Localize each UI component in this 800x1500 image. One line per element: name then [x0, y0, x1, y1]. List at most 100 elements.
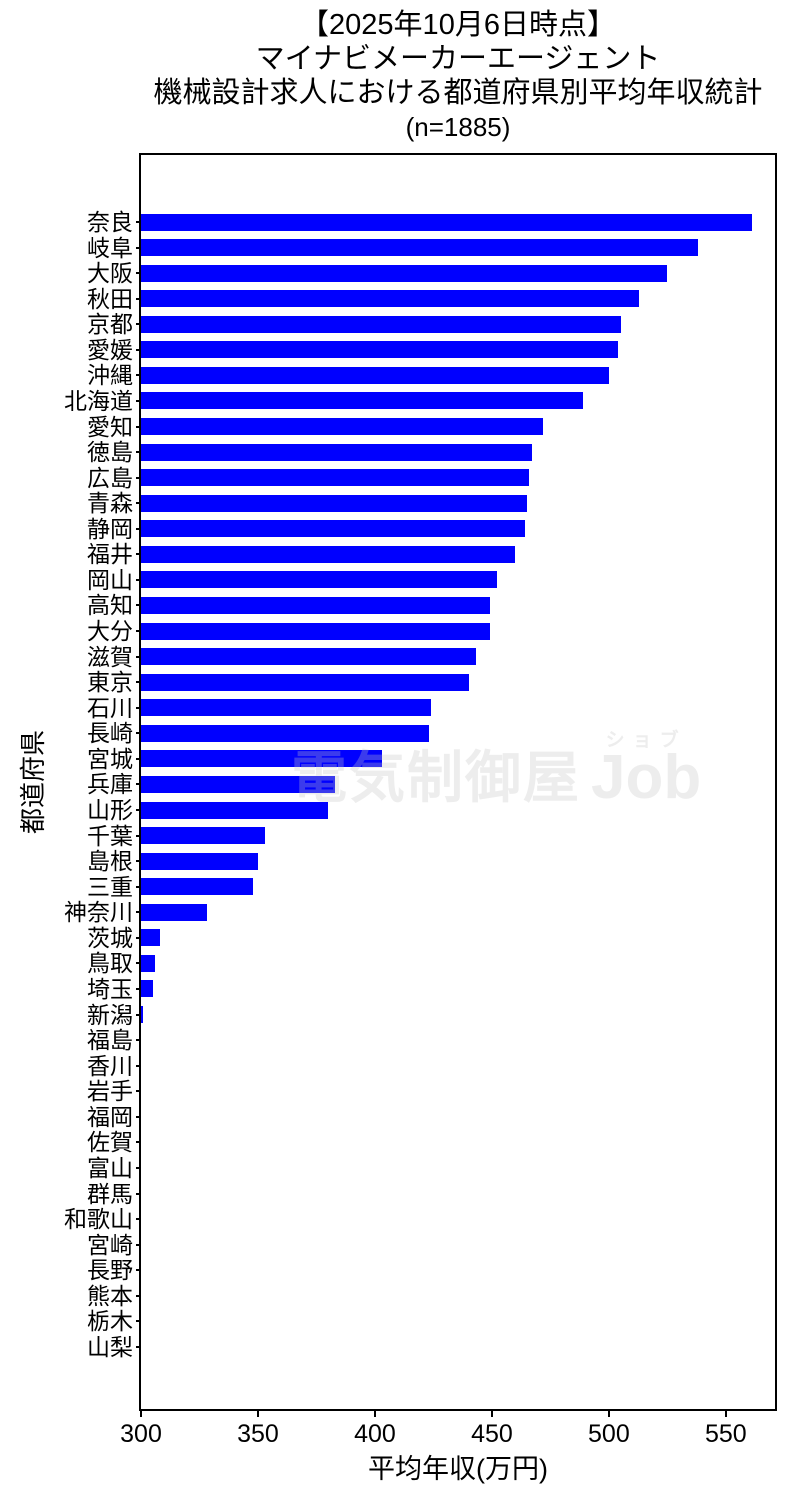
y-tick-label: 新潟 — [87, 1001, 133, 1028]
bar — [141, 724, 429, 742]
y-tick-mark — [136, 348, 141, 351]
bar — [141, 1006, 144, 1024]
title-sample-size: (n=1885) — [405, 112, 511, 142]
y-tick-label: 福岡 — [87, 1103, 133, 1130]
y-tick-mark — [136, 860, 141, 863]
y-tick-label: 宮城 — [87, 745, 133, 772]
y-tick-label: 愛知 — [87, 413, 133, 440]
chart-title: 【2025年10月6日時点】 マイナビメーカーエージェント 機械設計求人における… — [108, 8, 800, 144]
y-tick-mark — [136, 706, 141, 709]
y-tick-label: 熊本 — [87, 1282, 133, 1309]
x-axis-title: 平均年収(万円) — [368, 1454, 548, 1484]
bar — [141, 571, 497, 589]
y-tick-mark — [136, 451, 141, 454]
x-tick-mark — [373, 1411, 376, 1417]
bar — [141, 827, 265, 845]
y-tick-mark — [136, 681, 141, 684]
y-tick-label: 福島 — [87, 1027, 133, 1054]
y-tick-mark — [136, 1269, 141, 1272]
watermark-furigana-text: ショブ — [605, 730, 687, 751]
bar — [141, 341, 619, 359]
bar — [141, 775, 336, 793]
y-tick-label: 青森 — [87, 490, 133, 517]
bar — [141, 852, 258, 870]
x-tick-label: 300 — [120, 1420, 162, 1448]
title-line-3: 機械設計求人における都道府県別平均年収統計 — [153, 77, 763, 109]
x-tick-mark — [724, 1411, 727, 1417]
y-tick-label: 栃木 — [87, 1308, 133, 1335]
y-tick-mark — [136, 374, 141, 377]
y-tick-label: 高知 — [87, 592, 133, 619]
y-tick-mark — [136, 885, 141, 888]
y-tick-label: 兵庫 — [87, 771, 133, 798]
y-tick-label: 千葉 — [87, 822, 133, 849]
y-tick-mark — [136, 604, 141, 607]
y-tick-mark — [136, 757, 141, 760]
title-line-1: 【2025年10月6日時点】 — [300, 9, 616, 41]
bar — [141, 673, 469, 691]
bar — [141, 750, 382, 768]
plot-area: 電気制御屋 ショブ Job — [139, 153, 777, 1411]
y-tick-mark — [136, 297, 141, 300]
y-tick-label: 埼玉 — [87, 975, 133, 1002]
bar — [141, 418, 544, 436]
bar — [141, 545, 516, 563]
y-tick-mark — [136, 1320, 141, 1323]
y-tick-label: 神奈川 — [64, 899, 133, 926]
y-tick-mark — [136, 1192, 141, 1195]
y-tick-mark — [136, 809, 141, 812]
bar — [141, 239, 698, 257]
bar — [141, 315, 621, 333]
y-tick-label: 群馬 — [87, 1180, 133, 1207]
bar — [141, 903, 207, 921]
bar — [141, 622, 490, 640]
y-tick-mark — [136, 962, 141, 965]
y-tick-mark — [136, 1141, 141, 1144]
x-tick-label: 350 — [237, 1420, 279, 1448]
watermark: 電気制御屋 ショブ Job — [291, 730, 702, 812]
bar — [141, 648, 476, 666]
x-tick-mark — [140, 1411, 142, 1417]
bar — [141, 929, 160, 947]
y-tick-label: 三重 — [87, 873, 133, 900]
y-tick-label: 宮崎 — [87, 1231, 133, 1258]
y-tick-label: 石川 — [87, 694, 133, 721]
x-tick-label: 400 — [354, 1420, 396, 1448]
y-tick-label: 愛媛 — [87, 336, 133, 363]
bar — [141, 392, 584, 410]
y-tick-label: 広島 — [87, 464, 133, 491]
y-tick-mark — [136, 1064, 141, 1067]
y-tick-mark — [136, 553, 141, 556]
y-tick-label: 秋田 — [87, 285, 133, 312]
y-tick-label: 和歌山 — [64, 1206, 133, 1233]
y-tick-label: 佐賀 — [87, 1129, 133, 1156]
y-tick-label: 香川 — [87, 1052, 133, 1079]
y-tick-mark — [136, 783, 141, 786]
y-tick-label: 岐阜 — [87, 234, 133, 261]
watermark-latin-text: Job — [591, 743, 702, 812]
bar — [141, 290, 640, 308]
watermark-job-block: ショブ Job — [591, 730, 702, 812]
y-tick-mark — [136, 1115, 141, 1118]
y-tick-mark — [136, 399, 141, 402]
y-tick-mark — [136, 936, 141, 939]
y-tick-mark — [136, 246, 141, 249]
bar — [141, 954, 156, 972]
y-tick-mark — [136, 1090, 141, 1093]
y-tick-label: 富山 — [87, 1154, 133, 1181]
x-tick-mark — [256, 1411, 259, 1417]
y-tick-label: 大阪 — [87, 260, 133, 287]
y-tick-label: 鳥取 — [87, 950, 133, 977]
y-tick-label: 山梨 — [87, 1333, 133, 1360]
y-tick-mark — [136, 1218, 141, 1221]
bar — [141, 801, 329, 819]
y-tick-label: 奈良 — [87, 209, 133, 235]
y-tick-label: 静岡 — [87, 515, 133, 542]
bar — [141, 878, 254, 896]
y-tick-mark — [136, 1166, 141, 1169]
y-tick-mark — [136, 1294, 141, 1297]
y-tick-mark — [136, 502, 141, 505]
x-tick-mark — [490, 1411, 493, 1417]
title-line-2: マイナビメーカーエージェント — [255, 43, 661, 75]
